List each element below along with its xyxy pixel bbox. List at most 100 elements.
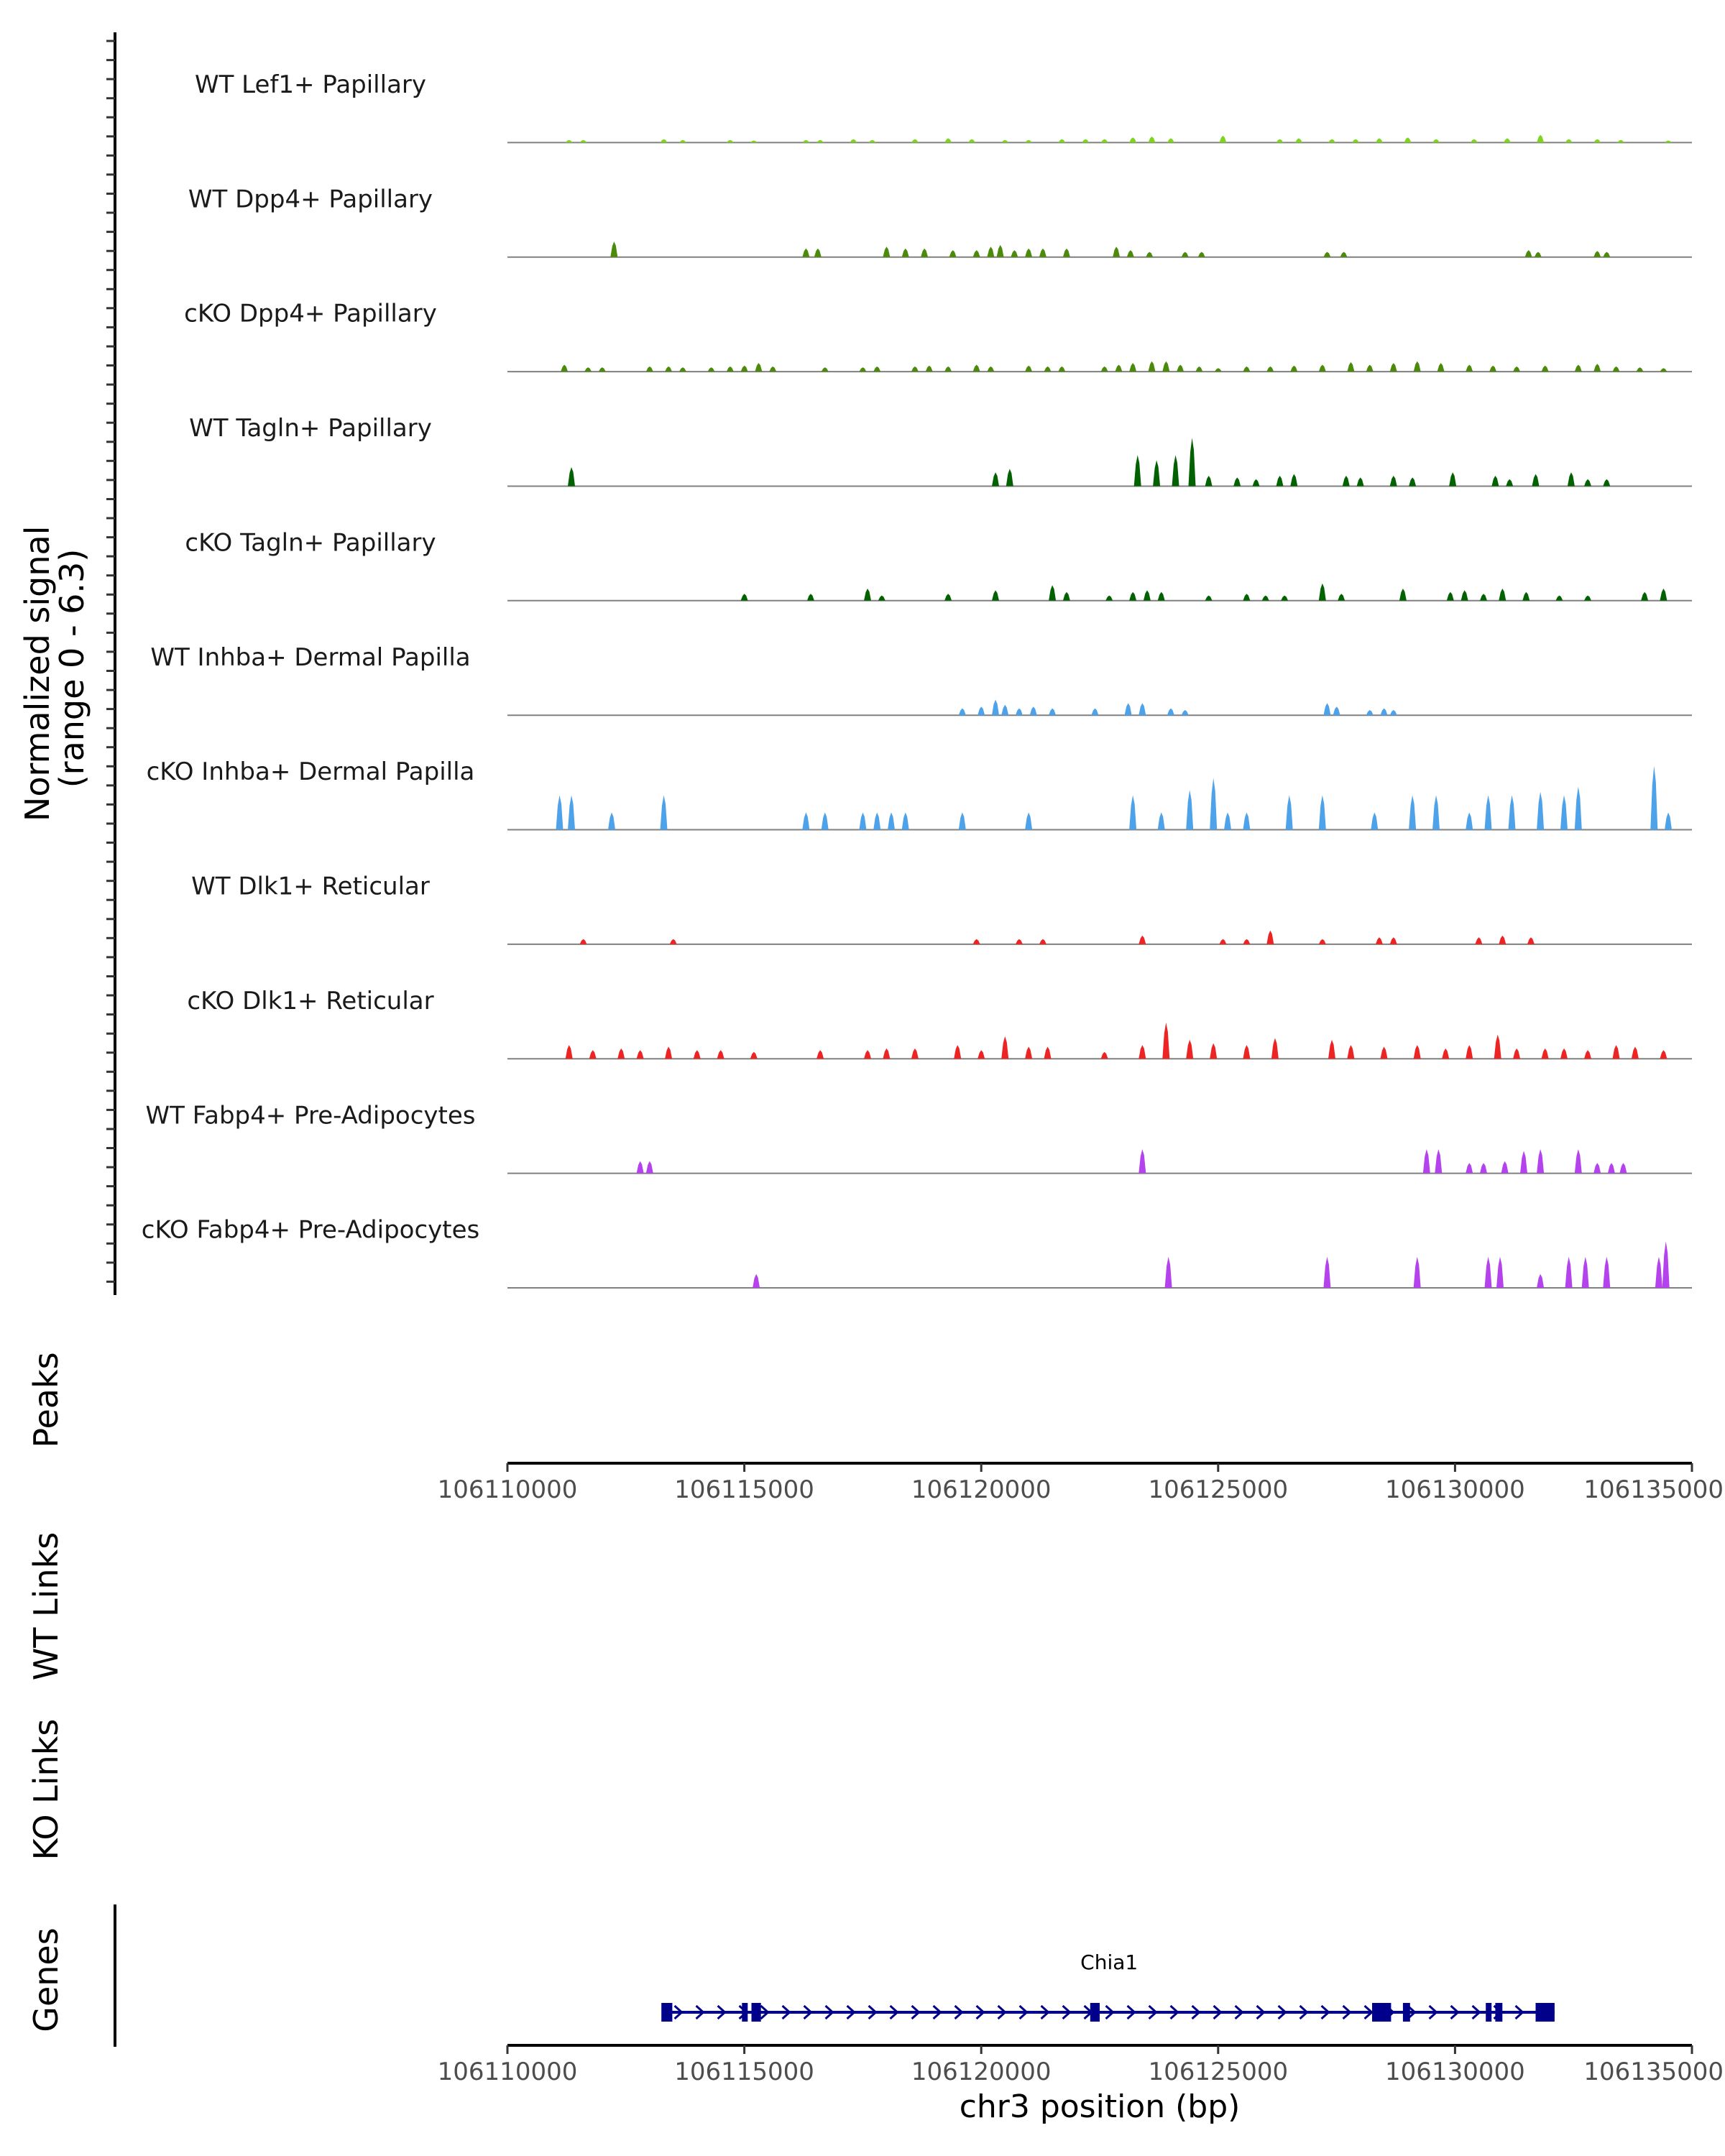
coverage-peak — [1100, 1051, 1108, 1059]
coverage-peak — [1537, 791, 1545, 830]
coverage-peak — [883, 247, 891, 257]
coverage-peak — [1177, 364, 1184, 372]
coverage-peak — [1318, 583, 1326, 601]
coverage-peak — [987, 366, 995, 372]
coverage-peak — [1432, 139, 1440, 143]
coverage-peak — [1062, 248, 1070, 257]
coverage-peak — [1113, 247, 1121, 257]
coverage-peak — [1537, 1149, 1545, 1174]
coverage-peak — [1603, 1256, 1611, 1288]
coverage-peak — [726, 139, 734, 143]
coverage-peak — [669, 939, 677, 944]
coverage-peak — [1091, 708, 1099, 716]
coverage-peak — [1460, 590, 1468, 601]
coverage-peak — [726, 366, 734, 372]
coverage-peak — [665, 366, 673, 372]
coverage-peak — [1039, 939, 1046, 944]
track-label: cKO Dlk1+ Reticular — [187, 987, 433, 1015]
coverage-peak — [568, 795, 575, 830]
coverage-track: WT Lef1+ Papillary — [195, 70, 1692, 144]
coverage-peak — [802, 248, 810, 257]
track-label: WT Lef1+ Papillary — [195, 70, 426, 99]
coverage-peak — [1593, 139, 1601, 143]
track-label: WT Dpp4+ Papillary — [188, 185, 433, 213]
coverage-peak — [1494, 1034, 1501, 1059]
coverage-peak — [1153, 460, 1161, 487]
coverage-peak — [645, 1161, 653, 1174]
coverage-peak — [1593, 1163, 1601, 1174]
strand-arrow — [1363, 2004, 1374, 2020]
gene-exon — [1090, 2003, 1100, 2022]
coverage-track: cKO Dlk1+ Reticular — [187, 987, 1692, 1060]
coverage-peak — [1541, 1048, 1549, 1059]
coverage-peak — [873, 812, 881, 830]
coverage-peak — [1631, 1046, 1639, 1059]
coverage-peak — [1506, 479, 1514, 487]
x-tick-label: 106110000 — [438, 1475, 578, 1504]
coverage-peak — [1214, 368, 1222, 372]
strand-arrow — [1191, 2004, 1201, 2020]
coverage-peak — [1565, 139, 1573, 143]
strand-arrow — [781, 2004, 791, 2020]
coverage-peak — [769, 366, 777, 372]
coverage-peak — [992, 699, 999, 716]
coverage-peak — [1001, 1036, 1009, 1059]
coverage-peak — [693, 1050, 701, 1059]
coverage-peak — [1138, 703, 1146, 716]
strand-arrow — [932, 2004, 942, 2020]
strand-arrow — [717, 2004, 727, 2020]
coverage-peak — [1641, 591, 1649, 601]
coverage-peak — [1224, 812, 1231, 830]
x-tick-label: 106115000 — [674, 1475, 814, 1504]
coverage-peak — [1290, 474, 1298, 487]
coverage-peak — [1650, 765, 1658, 830]
strand-arrow — [673, 2004, 684, 2020]
coverage-peak — [1162, 1022, 1170, 1059]
coverage-peak — [1352, 139, 1359, 143]
coverage-peak — [1082, 139, 1090, 143]
coverage-peak — [1146, 252, 1154, 257]
coverage-peak — [1513, 1048, 1521, 1059]
coverage-peak — [755, 363, 763, 372]
coverage-track: WT Fabp4+ Pre-Adipocytes — [146, 1101, 1692, 1174]
coverage-peak — [1522, 591, 1530, 601]
x-tick-label: 106130000 — [1385, 1475, 1525, 1504]
coverage-peak — [1276, 139, 1284, 143]
coverage-peak — [1281, 595, 1289, 601]
wt-links-track-label: WT Links — [27, 1532, 65, 1680]
coverage-peak — [1496, 1256, 1504, 1288]
coverage-peak — [1389, 363, 1397, 372]
coverage-ylabel: Normalized signal (range 0 - 6.3) — [18, 515, 91, 821]
track-label: cKO Dpp4+ Papillary — [184, 300, 437, 328]
coverage-peak — [1366, 710, 1374, 716]
coverage-peak — [1340, 252, 1348, 257]
coverage-peak — [1466, 364, 1473, 372]
coverage-peak — [1100, 366, 1108, 372]
coverage-peak — [1581, 1256, 1589, 1288]
strand-arrow — [1428, 2004, 1438, 2020]
coverage-peak — [1039, 248, 1046, 257]
coverage-peak — [1565, 1256, 1573, 1288]
coverage-peak — [996, 244, 1004, 257]
coverage-peak — [1603, 252, 1611, 257]
coverage-peak — [1124, 703, 1132, 716]
coverage-peak — [944, 594, 952, 601]
coverage-peak — [561, 364, 569, 372]
x-axis-lower: 106110000 106115000 106120000 106125000 1061… — [438, 2044, 1724, 2086]
gene-exon — [1495, 2003, 1503, 2022]
coverage-peak — [1044, 1046, 1052, 1059]
strand-arrow — [1514, 2004, 1524, 2020]
coverage-peak — [1342, 476, 1350, 487]
coverage-peak — [1475, 937, 1483, 944]
coverage-track: WT Tagln+ Papillary — [189, 414, 1692, 487]
coverage-peak — [1380, 1046, 1388, 1059]
coverage-peak — [1129, 795, 1137, 830]
coverage-peak — [1138, 1149, 1146, 1174]
x-tick-label: 106125000 — [1148, 1475, 1288, 1504]
coverage-peak — [1167, 708, 1174, 716]
coverage-peak — [1375, 937, 1383, 944]
strand-arrow — [1256, 2004, 1266, 2020]
coverage-peak — [972, 250, 980, 257]
coverage-peak — [1574, 364, 1582, 372]
